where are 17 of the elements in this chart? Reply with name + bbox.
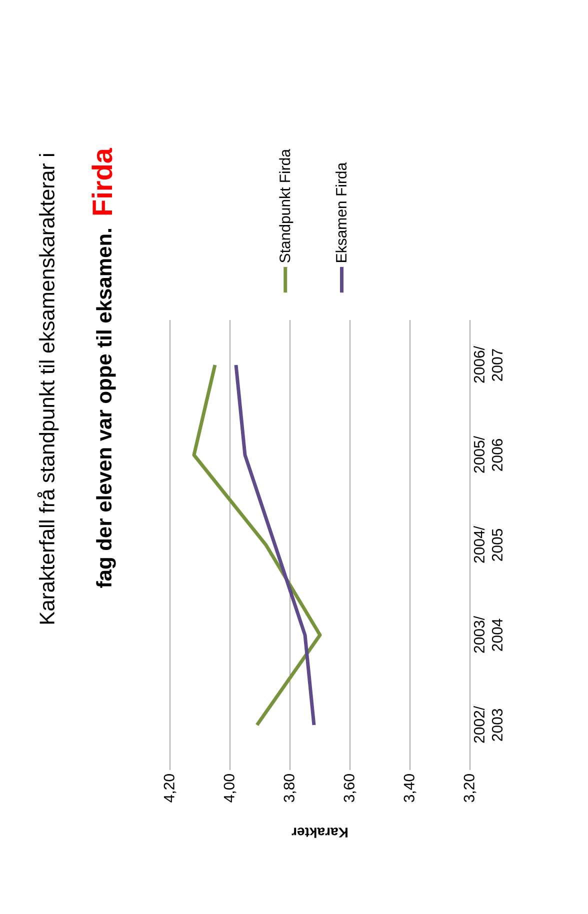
- text: fag der eleven var oppe til eksamen.: [96, 229, 116, 588]
- y-tick-label: 2002/ 2003: [474, 706, 503, 743]
- x-tick-label: 4,00: [224, 774, 236, 802]
- text: Karakterfall frå standpunkt til eksamenskarakterar i: [37, 154, 59, 624]
- x-axis-title: Karakter: [292, 828, 348, 838]
- y-tick-label: 2003/ 2004: [474, 616, 503, 653]
- y-tick-label: 2006/ 2007: [474, 346, 503, 383]
- x-tick-label: 3,60: [344, 774, 356, 802]
- x-tick-label: 3,20: [464, 774, 476, 802]
- text: Eksamen Firda: [336, 162, 347, 262]
- x-tick-label: 3,80: [284, 774, 296, 802]
- text: Firda: [92, 148, 112, 215]
- y-tick-label: 2004/ 2005: [474, 526, 503, 563]
- text: Standpunkt Firda: [279, 148, 294, 263]
- y-tick-label: 2005/ 2006: [474, 436, 503, 473]
- x-tick-label: 4,20: [164, 774, 176, 802]
- x-tick-label: 3,40: [404, 774, 416, 802]
